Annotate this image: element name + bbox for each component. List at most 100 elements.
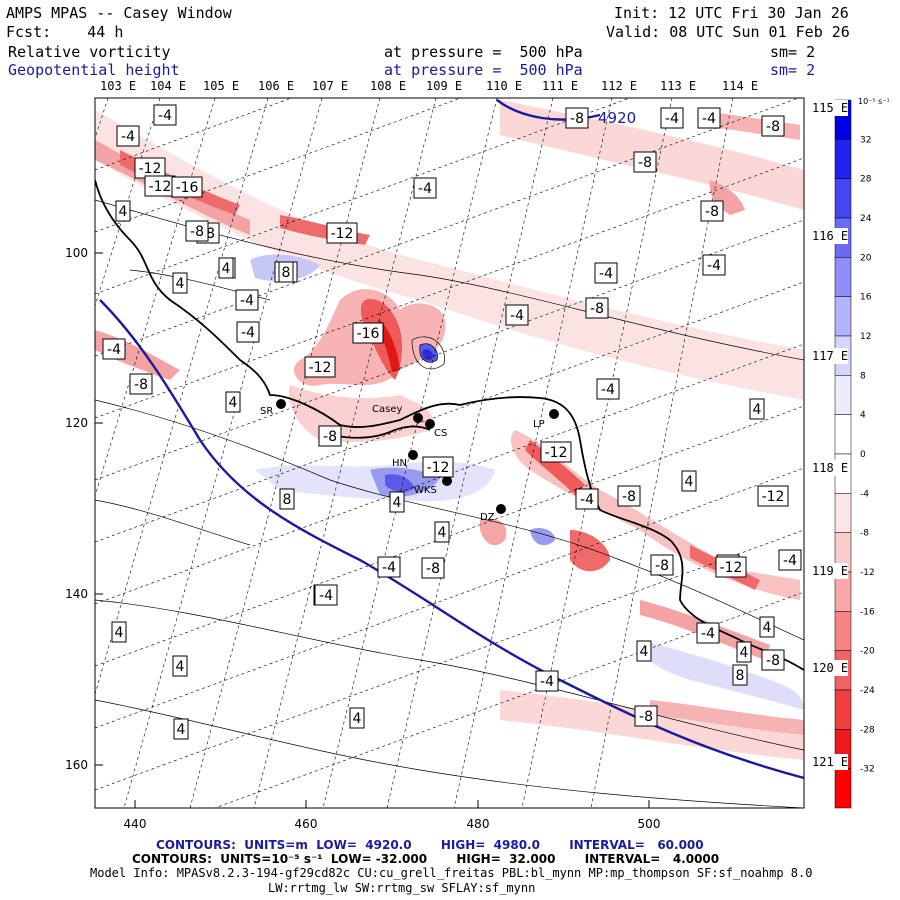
y-tick-label: 120 — [65, 416, 88, 430]
contour-label-box: -4 — [413, 177, 437, 199]
svg-text:-8: -8 — [655, 558, 669, 574]
colorbar-level: -20 — [860, 647, 875, 657]
lon-label-right: 121 E — [812, 754, 849, 770]
svg-text:-4: -4 — [158, 108, 172, 124]
contour-label-box: -4 — [505, 304, 529, 326]
contour-label-box: -4 — [235, 289, 259, 311]
contour-label-box: 4 — [749, 398, 765, 420]
svg-text:-12: -12 — [427, 460, 450, 476]
svg-text:4: 4 — [438, 525, 447, 541]
svg-text:8: 8 — [283, 492, 292, 508]
contour-label-box: 4 — [172, 655, 188, 677]
colorbar-level: 20 — [860, 253, 872, 263]
colorbar-level: -24 — [860, 686, 875, 696]
svg-text:-12: -12 — [545, 445, 568, 461]
svg-text:4: 4 — [685, 474, 694, 490]
contour-label-box: 4 — [759, 616, 775, 638]
contour-label-box: -4 — [594, 262, 618, 284]
colorbar-unit: 10⁻⁵ s⁻¹ — [858, 97, 890, 106]
svg-text:8: 8 — [736, 668, 745, 684]
station-label: DZ — [480, 512, 495, 523]
station-markers — [276, 399, 559, 514]
colorbar-level: 0 — [860, 450, 866, 460]
svg-text:-4: -4 — [107, 342, 121, 358]
svg-text:-4: -4 — [702, 111, 716, 127]
contour-label-box: -4 — [153, 104, 177, 126]
contour-label-box: -8 — [650, 554, 674, 576]
contour-label-box: -8 — [761, 115, 785, 137]
model-info: Model Info: MPASv8.2.3-194-gf29cd82c CU:… — [90, 866, 813, 880]
colorbar-level: 28 — [860, 175, 872, 185]
contour-label-box: -8 — [185, 220, 209, 242]
svg-text:4: 4 — [119, 204, 128, 220]
colorbar-level: -16 — [860, 607, 875, 617]
contour-label-box: -4 — [314, 584, 338, 606]
colorbar-level: -32 — [860, 765, 875, 775]
svg-text:4: 4 — [640, 644, 649, 660]
contour-label-box: -4 — [116, 125, 140, 147]
contour-label-box: -4 — [660, 107, 684, 129]
svg-text:-4: -4 — [121, 129, 135, 145]
colorbar-level: -4 — [860, 489, 869, 499]
station-label: WKS — [414, 485, 437, 496]
svg-text:-4: -4 — [783, 553, 797, 569]
svg-text:-4: -4 — [510, 308, 524, 324]
contour-label-box: -4 — [236, 321, 260, 343]
svg-text:-16: -16 — [357, 326, 380, 342]
svg-text:-8: -8 — [590, 301, 604, 317]
lon-label-right: 120 E — [812, 660, 849, 676]
contour-label-box: 4 — [111, 621, 127, 643]
svg-text:-4: -4 — [707, 258, 721, 274]
colorbar-swatch — [834, 178, 852, 219]
colorbar-level: -12 — [860, 568, 875, 578]
svg-text:-12: -12 — [720, 560, 743, 576]
contour-label-box: 4 — [173, 718, 189, 740]
contour-label-box: -12 — [304, 356, 336, 378]
y-tick-label: 140 — [65, 587, 88, 601]
contour-label-box: -4 — [697, 107, 721, 129]
svg-text:-8: -8 — [426, 561, 440, 577]
colorbar-level: 32 — [860, 135, 871, 145]
contour-label-box: 4 — [389, 491, 405, 513]
field1-name: Relative vorticity — [8, 43, 171, 61]
lon-label-top: 111 E — [542, 79, 579, 93]
svg-text:-12: -12 — [331, 226, 354, 242]
station-label: Casey — [372, 404, 402, 415]
svg-text:-4: -4 — [241, 325, 255, 341]
field1-pressure: at pressure = 500 hPa — [384, 43, 583, 61]
y-tick-label: 100 — [65, 246, 88, 260]
contour-label-box: -4 — [596, 378, 620, 400]
init-time: Init: 12 UTC Fri 30 Jan 26 — [614, 4, 849, 22]
colorbar-swatch — [834, 611, 852, 651]
colorbar-swatch — [834, 296, 852, 337]
contour-label-box: 8 — [732, 664, 748, 686]
contour-label-box: -8 — [634, 705, 658, 727]
contour-label-box: -4 — [778, 549, 802, 571]
model-info-line2: LW:rrtmg_lw SW:rrtmg_sw SFLAY:sf_mynn — [268, 881, 536, 895]
contour-label-box: -4 — [696, 622, 720, 644]
forecast-hour: Fcst: 44 h — [6, 23, 124, 41]
lon-label-top: 110 E — [486, 79, 523, 93]
svg-text:4: 4 — [222, 261, 231, 277]
y-tick-label: 160 — [65, 758, 88, 772]
axes: 440 460 480 500 100 120 140 160 — [65, 246, 660, 831]
contour-label-box: -8 — [761, 649, 785, 671]
svg-text:4: 4 — [393, 495, 402, 511]
contour-label-box: 4 — [636, 640, 652, 662]
svg-text:4: 4 — [177, 722, 186, 738]
contour-label-box: -12 — [326, 222, 358, 244]
svg-text:-8: -8 — [622, 489, 636, 505]
lon-label-top: 114 E — [722, 79, 759, 93]
colorbar-level: 4 — [860, 411, 866, 421]
colorbar-swatch — [834, 493, 852, 533]
svg-text:-4: -4 — [382, 560, 396, 576]
field2-smoothing: sm= 2 — [770, 61, 816, 79]
svg-text:4: 4 — [229, 395, 238, 411]
lon-label-right: 116 E — [812, 228, 849, 244]
contour-label-box: -8 — [700, 200, 724, 222]
colorbar-level: -28 — [860, 725, 875, 735]
lon-label-right: 118 E — [812, 460, 849, 476]
lon-label-right: 115 E — [812, 100, 849, 116]
colorbar-swatch — [834, 375, 852, 415]
contour-label-box: -16 — [352, 322, 384, 344]
